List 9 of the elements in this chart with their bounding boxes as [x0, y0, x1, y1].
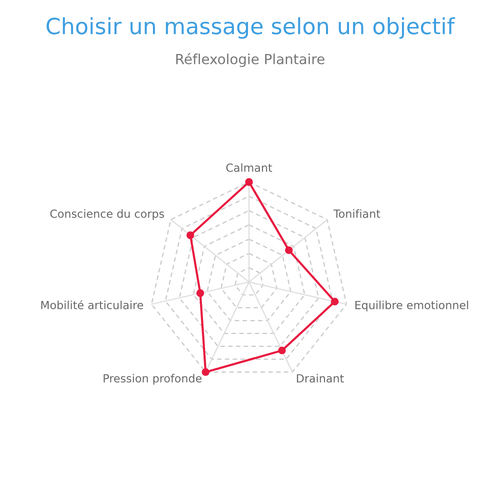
spoke-label: Conscience du corps: [50, 209, 164, 220]
spoke-label: Equilibre emotionnel: [355, 300, 468, 312]
chart-title: Choisir un massage selon un objectif: [46, 17, 456, 39]
spoke-label: Drainant: [296, 374, 344, 383]
spoke-label: Tonifiant: [333, 209, 380, 218]
chart-subtitle: Réflexologie Plantaire: [176, 53, 324, 67]
spoke-label: Pression profonde: [104, 374, 202, 385]
spoke-label: Mobilité articulaire: [41, 300, 144, 310]
spoke-label: Calmant: [226, 163, 272, 172]
